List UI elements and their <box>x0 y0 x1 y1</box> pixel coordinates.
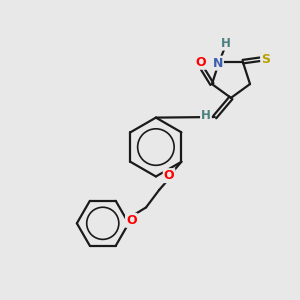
Text: H: H <box>221 37 231 50</box>
Text: O: O <box>126 214 136 227</box>
Text: S: S <box>261 53 270 66</box>
Text: H: H <box>201 109 211 122</box>
Text: N: N <box>212 57 223 70</box>
Text: O: O <box>196 56 206 69</box>
Text: O: O <box>164 169 174 182</box>
